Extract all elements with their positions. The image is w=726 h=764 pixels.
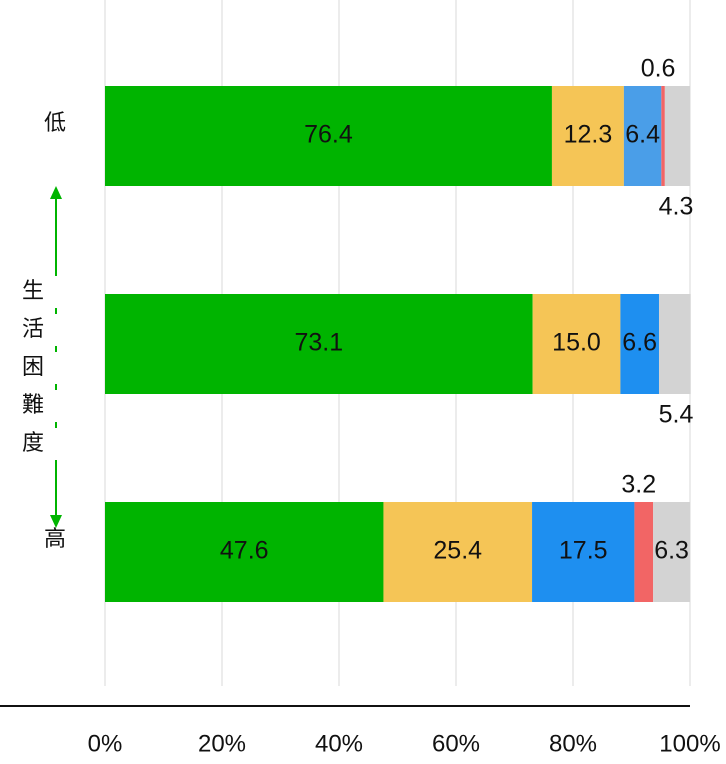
label-row3-segment-5: 6.3 bbox=[654, 537, 689, 565]
label-row3-segment-1: 47.6 bbox=[220, 537, 269, 565]
x-tick-label-5: 100% bbox=[659, 730, 720, 757]
axis-title-bg-0 bbox=[42, 276, 70, 308]
label-row2-segment-3: 6.6 bbox=[622, 329, 657, 357]
bar-row1-segment-1 bbox=[105, 86, 552, 186]
bar-row1-segment-2 bbox=[551, 86, 624, 186]
bar-row3-segment-5 bbox=[653, 502, 690, 602]
bar-row3-segment-4 bbox=[634, 502, 654, 602]
label-row3-segment-4: 3.2 bbox=[621, 471, 656, 499]
label-row1-segment-3: 6.4 bbox=[625, 121, 660, 149]
label-row1-segment-5: 4.3 bbox=[659, 193, 694, 221]
axis-title-char-3: 難 bbox=[22, 393, 44, 418]
bar-row1-segment-3 bbox=[623, 86, 662, 186]
bar-row2-segment-3 bbox=[620, 294, 659, 394]
axis-title-char-0: 生 bbox=[22, 279, 44, 304]
x-tick-label-3: 60% bbox=[432, 730, 480, 757]
bar-row2-segment-5 bbox=[658, 294, 691, 394]
axis-title-bg-4 bbox=[42, 428, 70, 460]
data-labels: 76.4 12.3 6.4 0.6 4.3 73.1 15.0 6.6 5.4 47.6 25.4 1… bbox=[220, 55, 694, 565]
axis-title-bg-3 bbox=[42, 390, 70, 422]
bar-row2-segment-2 bbox=[532, 294, 621, 394]
bars bbox=[105, 86, 691, 602]
arrow-up-head bbox=[50, 186, 62, 199]
label-row2-segment-1: 73.1 bbox=[294, 329, 343, 357]
bar-row1-segment-5 bbox=[664, 86, 690, 186]
x-axis: 0% 20% 40% 60% 80% 100% bbox=[0, 705, 721, 757]
x-tick-label-1: 20% bbox=[198, 730, 246, 757]
label-row2-segment-2: 15.0 bbox=[552, 329, 601, 357]
axis-title-char-4: 度 bbox=[22, 431, 44, 456]
x-tick-label-2: 40% bbox=[315, 730, 363, 757]
axis-title-bg-2 bbox=[42, 352, 70, 384]
bar-row1-segment-4 bbox=[661, 86, 665, 186]
axis-title-char-2: 困 bbox=[22, 355, 44, 380]
bar-row3-segment-2 bbox=[383, 502, 533, 602]
label-row1-segment-1: 76.4 bbox=[304, 121, 353, 149]
bar-row2-segment-1 bbox=[105, 294, 533, 394]
category-label-1: 低 bbox=[44, 111, 66, 136]
axis-title-char-1: 活 bbox=[22, 317, 44, 342]
label-row3-segment-3: 17.5 bbox=[559, 537, 608, 565]
x-tick-label-0: 0% bbox=[88, 730, 123, 757]
arrow-down-head bbox=[50, 515, 62, 528]
category-label-3: 高 bbox=[44, 527, 66, 552]
bar-row3-segment-1 bbox=[105, 502, 384, 602]
label-row2-segment-5: 5.4 bbox=[659, 401, 694, 429]
label-row1-segment-4: 0.6 bbox=[641, 55, 676, 83]
label-row1-segment-2: 12.3 bbox=[564, 121, 613, 149]
x-tick-label-4: 80% bbox=[549, 730, 597, 757]
axis-title-bg-1 bbox=[42, 314, 70, 346]
label-row3-segment-2: 25.4 bbox=[433, 537, 482, 565]
bar-row3-segment-3 bbox=[532, 502, 635, 602]
